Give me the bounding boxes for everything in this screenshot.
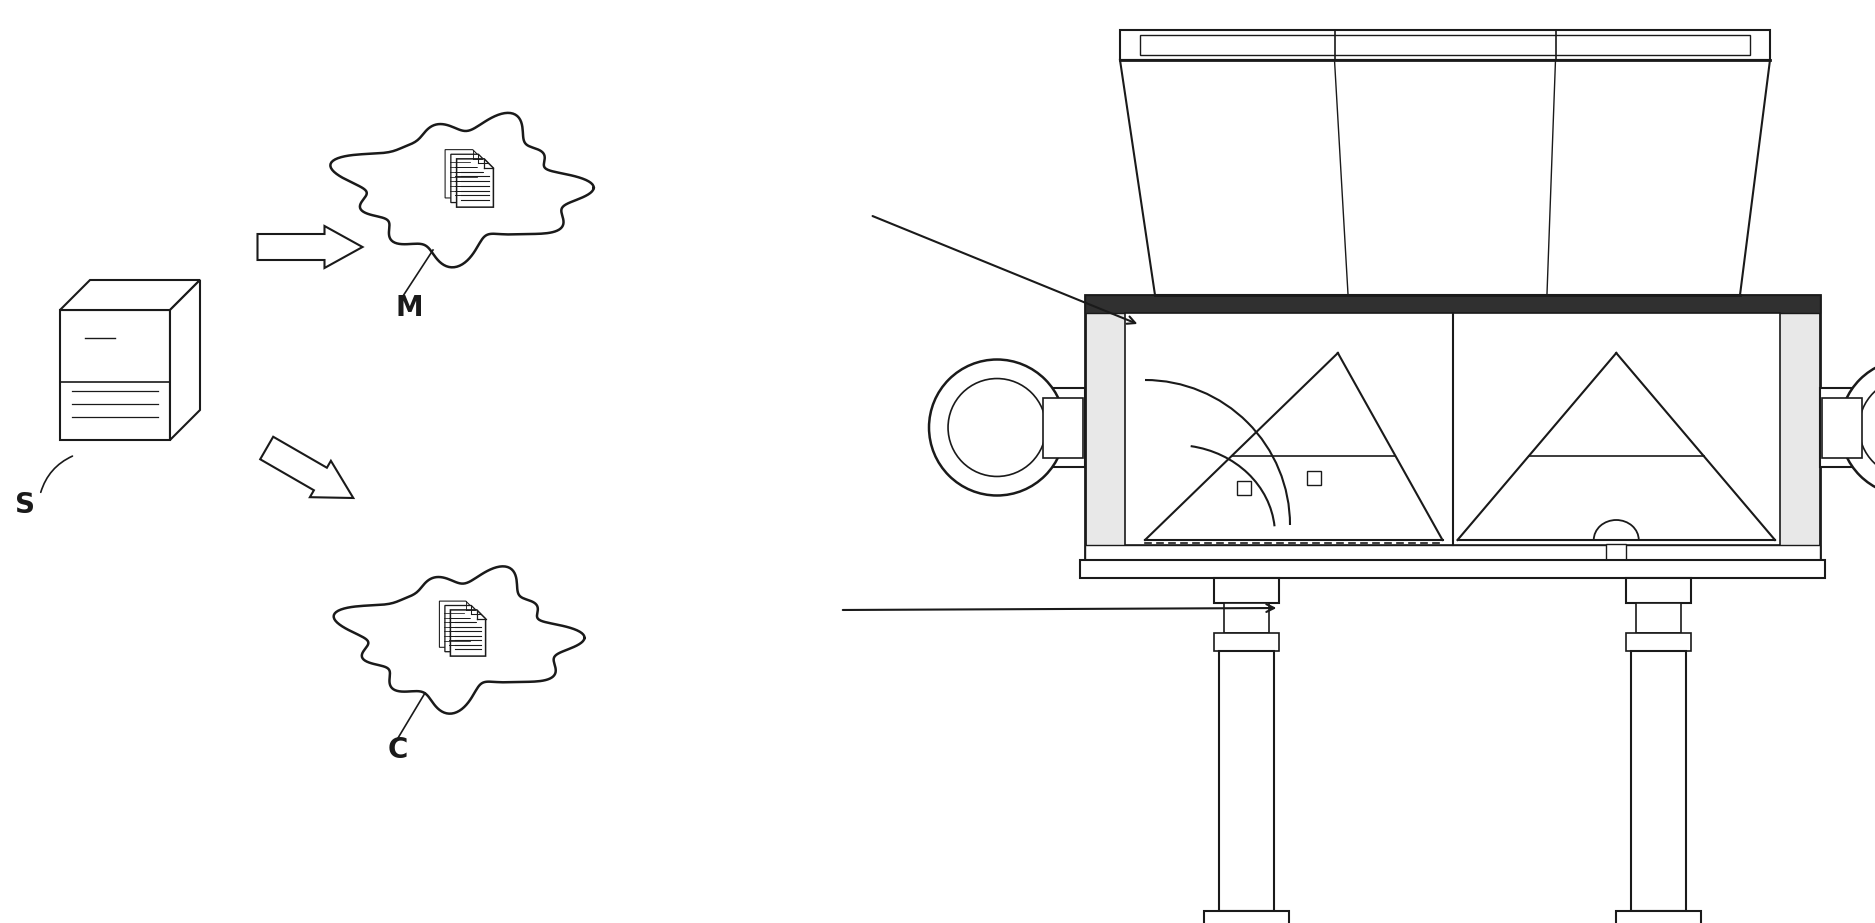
Bar — [1080, 560, 1824, 578]
Bar — [1086, 295, 1821, 560]
Bar — [1219, 651, 1275, 911]
Circle shape — [1839, 359, 1875, 496]
Bar — [1616, 911, 1701, 923]
Bar — [1224, 603, 1269, 633]
Polygon shape — [1119, 60, 1770, 295]
Polygon shape — [444, 605, 480, 652]
Bar — [1140, 35, 1749, 55]
Bar — [1204, 911, 1290, 923]
Bar — [1119, 30, 1770, 60]
Bar — [1044, 388, 1086, 467]
Bar — [1307, 471, 1322, 485]
Text: C: C — [388, 736, 409, 764]
Bar — [1042, 398, 1084, 458]
Bar — [1607, 544, 1626, 562]
Polygon shape — [257, 226, 362, 268]
Polygon shape — [60, 310, 171, 440]
Polygon shape — [458, 159, 493, 207]
Polygon shape — [261, 437, 352, 498]
Bar — [1215, 633, 1279, 651]
Bar — [1626, 633, 1691, 651]
Polygon shape — [439, 601, 474, 647]
Bar — [1238, 481, 1251, 495]
Bar — [1125, 313, 1779, 545]
Bar — [1086, 545, 1821, 560]
Polygon shape — [450, 154, 488, 202]
Bar — [1631, 651, 1686, 911]
Bar — [1215, 578, 1279, 603]
Bar — [1635, 603, 1680, 633]
Polygon shape — [444, 150, 482, 198]
Circle shape — [928, 359, 1065, 496]
Circle shape — [949, 378, 1046, 476]
Bar — [1821, 388, 1860, 467]
Text: S: S — [15, 491, 36, 519]
Bar — [1086, 295, 1821, 313]
Polygon shape — [60, 280, 201, 310]
Polygon shape — [450, 610, 486, 656]
Polygon shape — [171, 280, 201, 440]
Bar — [1626, 578, 1691, 603]
Text: M: M — [396, 294, 422, 322]
Bar — [1822, 398, 1862, 458]
Circle shape — [1858, 378, 1875, 476]
